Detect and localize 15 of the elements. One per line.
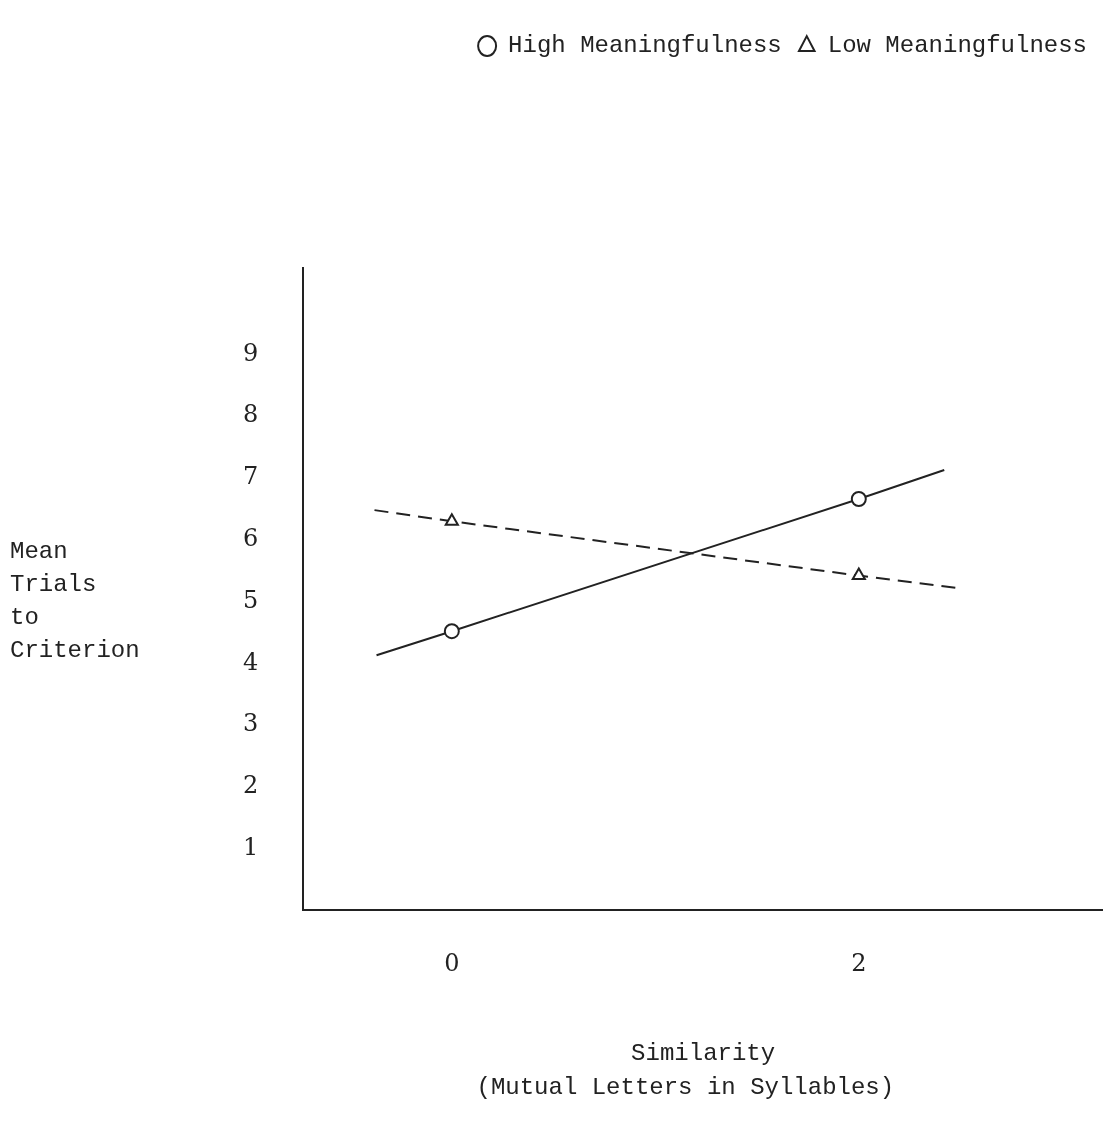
text: (Mutual Letters in Syllables)	[476, 1074, 895, 1102]
x-axis-title: Similarity	[631, 1039, 776, 1067]
y-tick-label: 3	[242, 709, 259, 738]
y-tick-label: 2	[242, 771, 259, 800]
y-tick-label: 7	[242, 462, 259, 491]
x-tick-label: 0	[444, 949, 460, 978]
y-tick-label: 6	[242, 524, 259, 553]
y-tick-label: 9	[242, 338, 259, 367]
legend-label: High Meaningfulness	[508, 32, 782, 60]
y-tick-label: 4	[242, 647, 259, 676]
y-axis-title: Mean Trials to Criterion	[10, 538, 140, 665]
y-tick-label: 1	[242, 832, 259, 861]
y-tick-label: 8	[242, 400, 259, 429]
legend-label: Low Meaningfulness	[827, 32, 1088, 60]
y-tick-label: 5	[242, 585, 259, 614]
